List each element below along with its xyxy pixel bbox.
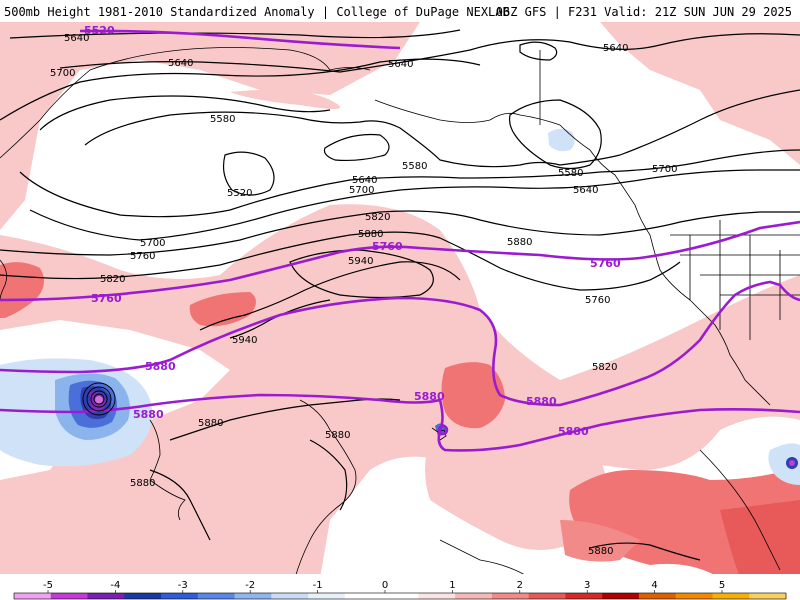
legend-color-swatch [712,593,750,599]
contour-label: 5880 [325,430,350,441]
contour-label: 5700 [652,164,677,175]
height-contour-labels: 5640 5640 5640 5700 5580 5520 5640 5700 … [50,33,677,557]
contour-label: 5640 [603,43,628,54]
contour-label: 5700 [50,68,75,79]
contour-label: 5580 [558,168,583,179]
legend-tick-label: 0 [382,580,388,591]
color-scale-legend: -5 -4 -3 -2 -1 0 1 2 3 4 5 [0,574,800,600]
model-run-info: 06Z GFS | F231 Valid: 21Z SUN JUN 29 202… [495,5,792,19]
legend-tick-label: -4 [110,580,120,591]
anomaly-map[interactable]: 5640 5640 5640 5700 5580 5520 5640 5700 … [0,22,800,578]
contour-label: 5640 [352,175,377,186]
contour-label: 5520 [227,188,252,199]
legend-tick-label: 2 [517,580,523,591]
legend-color-swatch [455,593,493,599]
map-title: 500mb Height 1981-2010 Standardized Anom… [4,5,510,19]
legend-color-swatch [271,593,309,599]
contour-label: 5640 [573,185,598,196]
contour-label: 5580 [210,114,235,125]
contour-label: 5880 [130,478,155,489]
contour-label: 5640 [64,33,89,44]
legend-tick-label: -5 [43,580,53,591]
contour-label: 5820 [592,362,617,373]
reference-contour-label: 5880 [414,390,445,403]
contour-label: 5760 [130,251,155,262]
legend-tick-label: 1 [449,580,455,591]
legend-color-swatch [381,593,419,599]
contour-label: 5580 [402,161,427,172]
legend-color-swatch [675,593,713,599]
strong-positive-anomaly [0,262,800,578]
contour-label: 5640 [388,59,413,70]
positive-anomaly-shading [0,22,800,578]
map-canvas: 5640 5640 5640 5700 5580 5520 5640 5700 … [0,22,800,578]
legend-color-swatch [197,593,236,599]
legend-color-swatch [161,593,199,599]
contour-label: 5640 [168,58,193,69]
header-bar: 500mb Height 1981-2010 Standardized Anom… [0,0,800,22]
legend-color-swatch [344,593,383,599]
reference-contours [0,29,800,452]
legend-tick-label: -1 [313,580,323,591]
contour-label: 5880 [588,546,613,557]
legend-tick-label: -3 [178,580,188,591]
height-contours [0,29,800,561]
legend-color-swatch [491,593,530,599]
contour-label: 5820 [100,274,125,285]
reference-contour-labels: 5520 5760 5760 5760 5880 5880 5880 5880 … [84,24,621,438]
reference-contour-label: 5520 [84,24,115,37]
legend-color-swatch [418,593,456,599]
contour-label: 5700 [140,238,165,249]
contour-label: 5880 [507,237,532,248]
contour-label: 5820 [365,212,390,223]
reference-contour-label: 5760 [590,257,621,270]
reference-contour-label: 5760 [372,240,403,253]
legend-color-swatch [50,593,89,599]
contour-label: 5940 [348,256,373,267]
contour-label: 5700 [349,185,374,196]
reference-contour-label: 5880 [558,425,589,438]
contour-label: 5940 [232,335,257,346]
legend-color-swatch [14,593,52,599]
reference-contour-label: 5760 [91,292,122,305]
contour-label: 5880 [358,229,383,240]
legend-tick-label: 5 [719,580,725,591]
legend-color-swatch [234,593,272,599]
legend-color-swatch [602,593,640,599]
reference-contour-label: 5880 [133,408,164,421]
legend-color-swatch [565,593,603,599]
legend-color-swatch [124,593,162,599]
reference-contour-label: 5880 [145,360,176,373]
legend-tick-label: -2 [245,580,255,591]
coastlines [0,47,800,578]
contour-label: 5760 [585,295,610,306]
legend-color-swatch [308,593,346,599]
legend-color-swatch [638,593,677,599]
legend-color-swatch [87,593,125,599]
color-scale-bar: -5 -4 -3 -2 -1 0 1 2 3 4 5 [13,580,787,600]
legend-tick-label: 3 [584,580,590,591]
reference-contour-label: 5880 [526,395,557,408]
legend-color-swatch [749,593,787,599]
legend-tick-label: 4 [651,580,657,591]
cyclone-rings [82,382,116,416]
legend-color-swatch [528,593,566,599]
legend-bar-outline [13,592,787,600]
contour-label: 5880 [198,418,223,429]
